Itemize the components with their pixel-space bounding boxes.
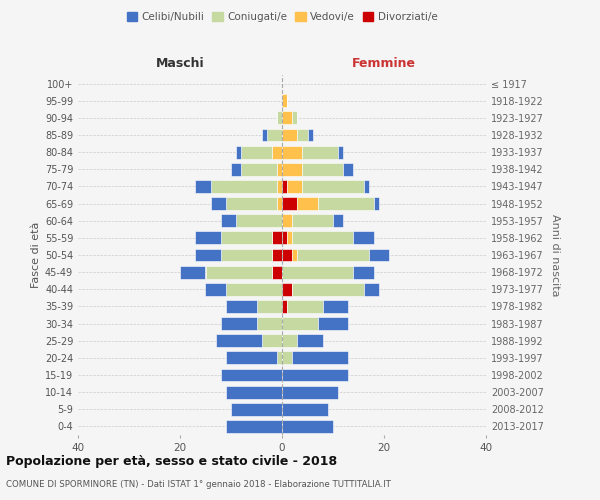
Bar [267, 128, 282, 141]
Bar [292, 232, 353, 244]
Bar [282, 386, 338, 398]
Bar [282, 232, 287, 244]
Bar [287, 300, 323, 313]
Bar [231, 403, 282, 415]
Bar [353, 266, 374, 278]
Bar [292, 283, 364, 296]
Bar [282, 94, 287, 107]
Bar [221, 232, 272, 244]
Bar [257, 317, 282, 330]
Bar [282, 248, 292, 262]
Bar [298, 334, 323, 347]
Bar [282, 112, 292, 124]
Bar [236, 214, 282, 227]
Bar [282, 352, 292, 364]
Bar [272, 146, 282, 158]
Bar [196, 248, 221, 262]
Bar [287, 180, 302, 193]
Bar [282, 266, 353, 278]
Bar [211, 197, 226, 210]
Bar [292, 248, 298, 262]
Bar [211, 180, 277, 193]
Legend: Celibi/Nubili, Coniugati/e, Vedovi/e, Divorziati/e: Celibi/Nubili, Coniugati/e, Vedovi/e, Di… [122, 8, 442, 26]
Bar [236, 146, 241, 158]
Bar [241, 163, 277, 175]
Bar [272, 266, 282, 278]
Bar [226, 197, 277, 210]
Bar [262, 128, 267, 141]
Bar [282, 146, 302, 158]
Bar [277, 163, 282, 175]
Bar [318, 197, 374, 210]
Text: Maschi: Maschi [155, 57, 205, 70]
Bar [231, 163, 241, 175]
Bar [298, 248, 369, 262]
Bar [226, 352, 277, 364]
Bar [292, 352, 349, 364]
Bar [282, 368, 349, 382]
Bar [282, 197, 298, 210]
Bar [272, 248, 282, 262]
Text: COMUNE DI SPORMINORE (TN) - Dati ISTAT 1° gennaio 2018 - Elaborazione TUTTITALIA: COMUNE DI SPORMINORE (TN) - Dati ISTAT 1… [6, 480, 391, 489]
Bar [277, 112, 282, 124]
Bar [277, 180, 282, 193]
Bar [272, 232, 282, 244]
Y-axis label: Fasce di età: Fasce di età [31, 222, 41, 288]
Bar [374, 197, 379, 210]
Text: Femmine: Femmine [352, 57, 416, 70]
Bar [302, 163, 343, 175]
Bar [282, 180, 287, 193]
Bar [282, 403, 328, 415]
Bar [308, 128, 313, 141]
Bar [302, 180, 364, 193]
Bar [369, 248, 389, 262]
Bar [282, 163, 302, 175]
Bar [282, 214, 292, 227]
Bar [298, 197, 318, 210]
Bar [241, 146, 272, 158]
Y-axis label: Anni di nascita: Anni di nascita [550, 214, 560, 296]
Bar [282, 128, 298, 141]
Bar [343, 163, 353, 175]
Bar [221, 214, 236, 227]
Bar [226, 283, 282, 296]
Bar [196, 232, 221, 244]
Bar [292, 112, 298, 124]
Bar [318, 317, 349, 330]
Bar [282, 420, 333, 433]
Bar [287, 232, 292, 244]
Bar [338, 146, 343, 158]
Bar [364, 283, 379, 296]
Bar [206, 266, 272, 278]
Bar [364, 180, 369, 193]
Bar [282, 334, 298, 347]
Bar [221, 317, 257, 330]
Bar [282, 283, 292, 296]
Bar [257, 300, 282, 313]
Bar [216, 334, 262, 347]
Bar [206, 283, 226, 296]
Bar [221, 368, 282, 382]
Bar [353, 232, 374, 244]
Bar [282, 300, 287, 313]
Bar [333, 214, 343, 227]
Bar [196, 180, 211, 193]
Bar [221, 248, 272, 262]
Bar [292, 214, 333, 227]
Bar [282, 317, 318, 330]
Bar [226, 386, 282, 398]
Bar [226, 420, 282, 433]
Bar [277, 197, 282, 210]
Bar [323, 300, 349, 313]
Text: Popolazione per età, sesso e stato civile - 2018: Popolazione per età, sesso e stato civil… [6, 455, 337, 468]
Bar [302, 146, 338, 158]
Bar [262, 334, 282, 347]
Bar [298, 128, 308, 141]
Bar [226, 300, 257, 313]
Bar [277, 352, 282, 364]
Bar [180, 266, 206, 278]
